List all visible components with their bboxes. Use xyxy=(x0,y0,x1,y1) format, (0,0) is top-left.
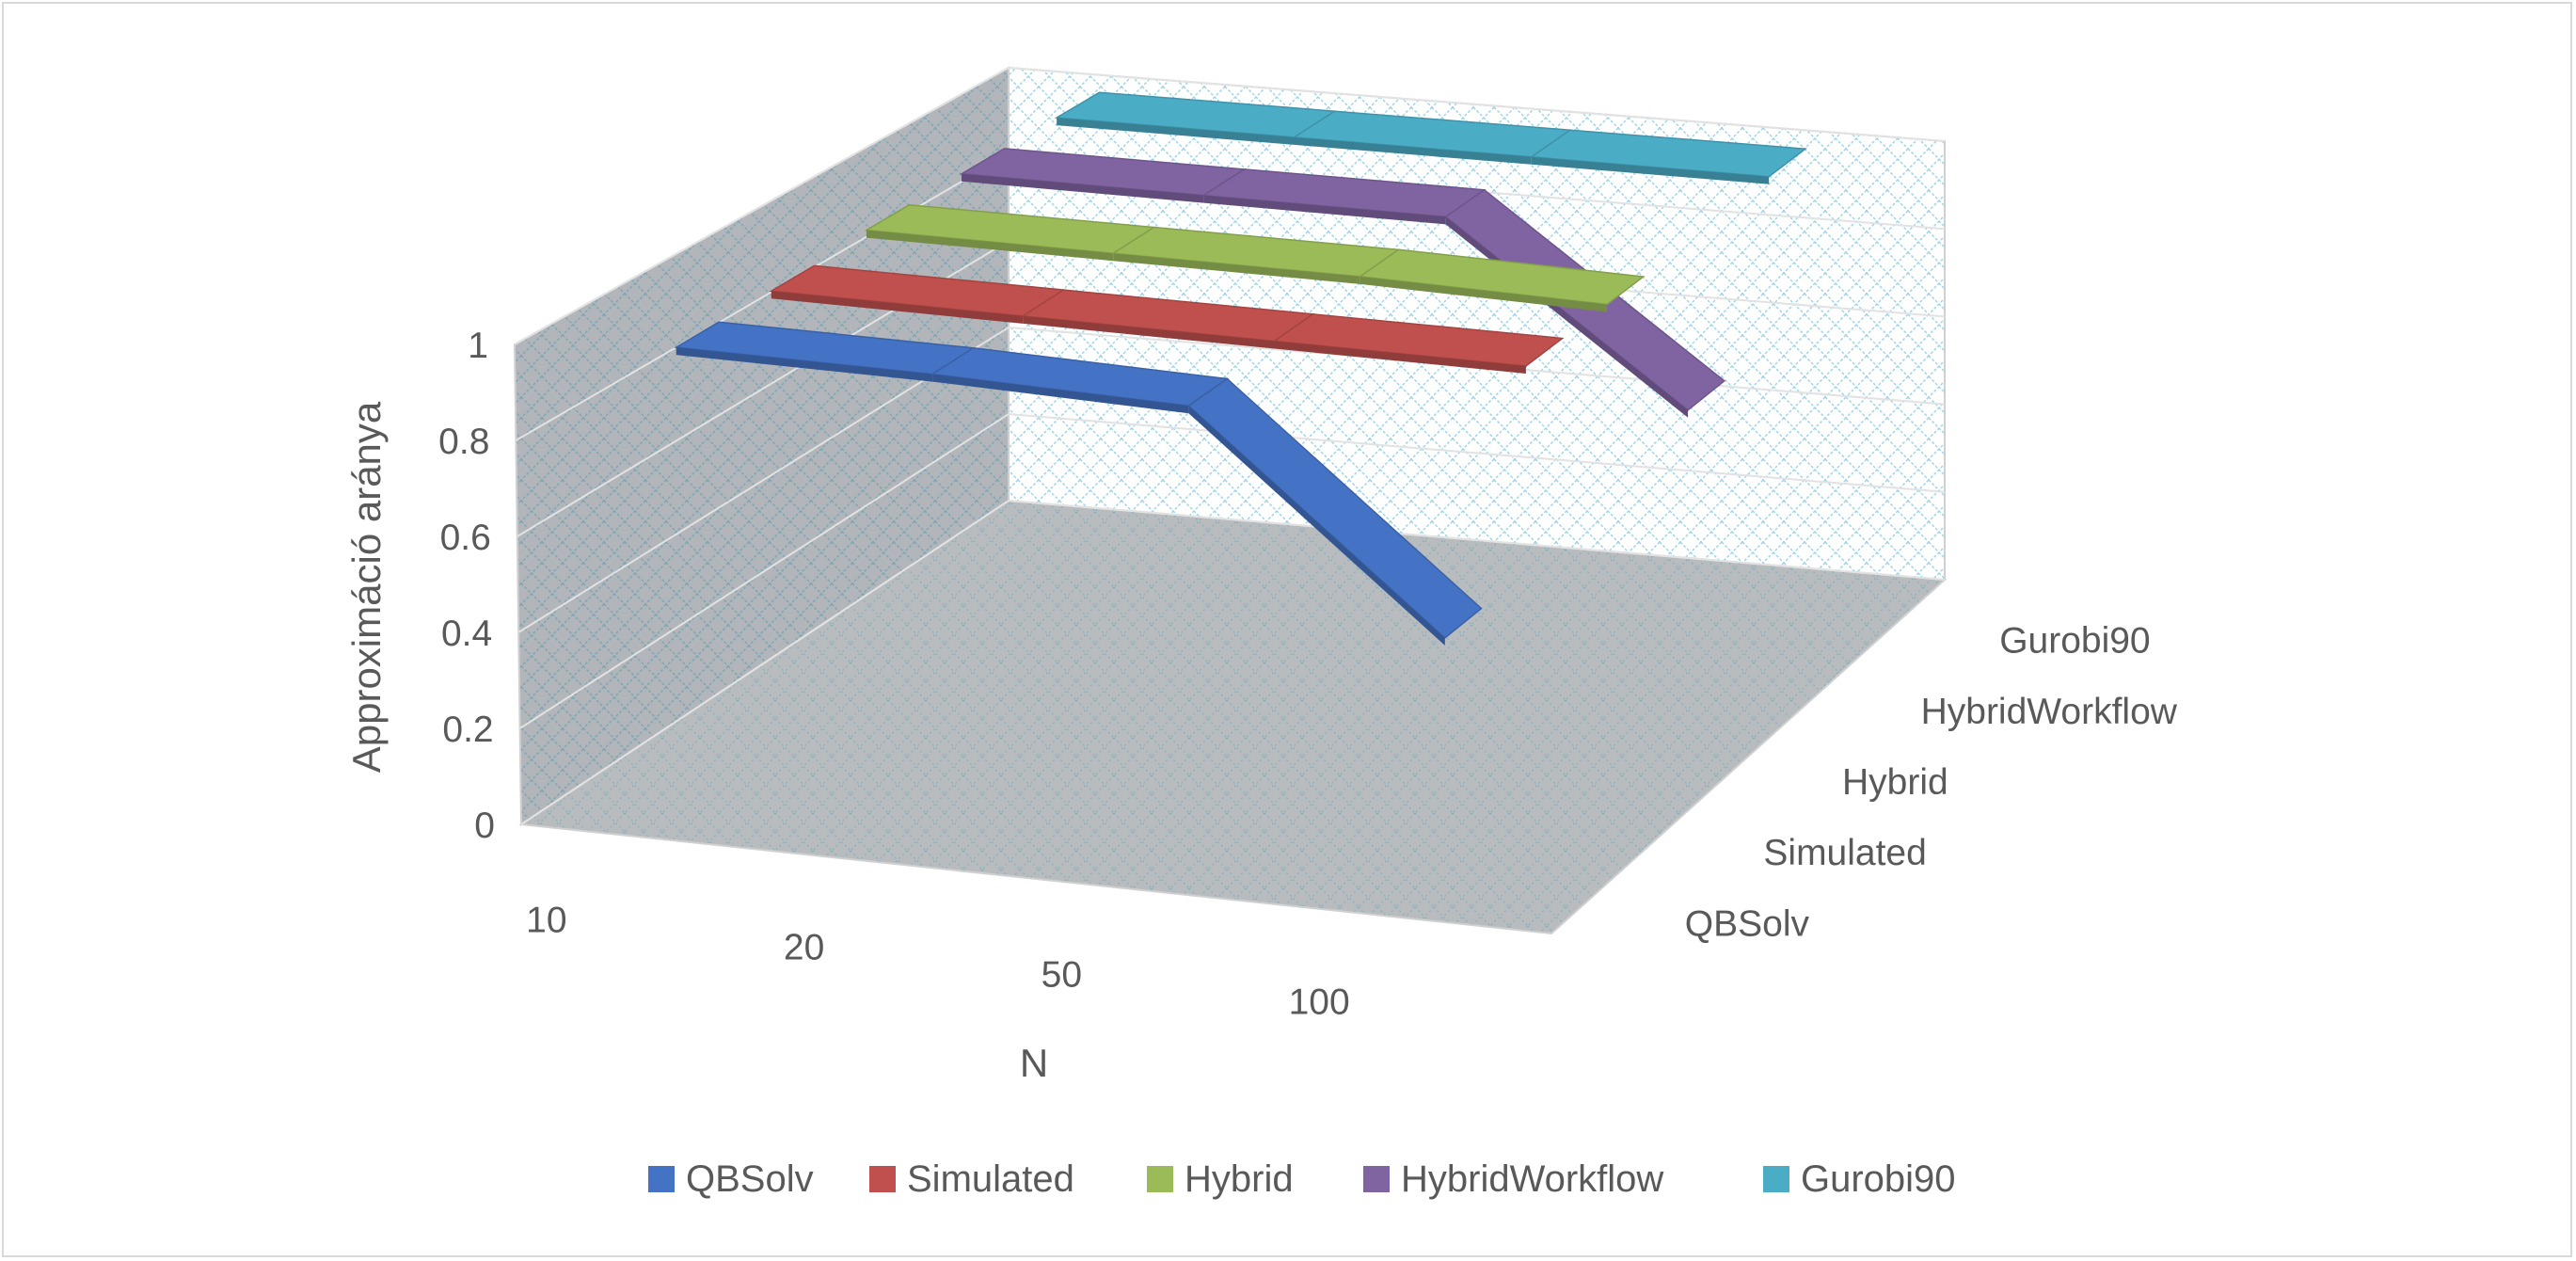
gridline xyxy=(517,326,1946,633)
series-ribbon-QBSolv xyxy=(674,321,1483,646)
y-tick-label: 0 xyxy=(474,806,495,846)
ribbon-edge xyxy=(1360,276,1607,312)
legend-swatch xyxy=(869,1166,896,1192)
legend-swatch xyxy=(1763,1166,1789,1192)
ribbon-edge xyxy=(1023,315,1275,349)
legend-label: Simulated xyxy=(907,1158,1074,1200)
legend-label: Gurobi90 xyxy=(1801,1158,1956,1200)
series-ribbon-Gurobi90 xyxy=(1054,91,1807,184)
depth-tick-label: Gurobi90 xyxy=(1999,621,2150,662)
ribbon-edge xyxy=(676,347,933,382)
legend-swatch xyxy=(648,1166,675,1192)
depth-tick-label: HybridWorkflow xyxy=(1921,692,2178,732)
ribbon-edge xyxy=(1057,118,1295,145)
gridline xyxy=(520,499,1946,825)
ribbon-edge xyxy=(932,374,1189,414)
chart-svg: 0 0.2 0.4 0.6 0.8 1 10 20 50 100 QBSolv Simulated… xyxy=(344,66,2178,1200)
ribbon-edge xyxy=(1294,136,1532,165)
y-tick-label: 0.2 xyxy=(442,710,493,750)
legend-label: QBSolv xyxy=(686,1158,814,1200)
x-tick-label: 100 xyxy=(1289,982,1350,1023)
y-tick-label: 1 xyxy=(468,326,488,366)
x-tick-label: 10 xyxy=(526,901,566,941)
y-axis-ticks: 0 0.2 0.4 0.6 0.8 1 xyxy=(438,326,495,846)
depth-axis-ticks: QBSolv Simulated Hybrid HybridWorkflow Gurob… xyxy=(1685,621,2178,945)
legend-label: HybridWorkflow xyxy=(1401,1158,1663,1200)
ribbon-edge xyxy=(771,291,1024,324)
series-ribbons xyxy=(674,91,1807,646)
ribbon-edge xyxy=(866,230,1114,262)
depth-tick-label: Simulated xyxy=(1763,833,1926,873)
depth-tick-label: QBSolv xyxy=(1685,903,1810,944)
x-axis-title: N xyxy=(1020,1041,1048,1085)
ribbon-edge xyxy=(1188,406,1445,646)
series-ribbon-Hybrid xyxy=(864,203,1646,312)
ribbon-edge xyxy=(1113,253,1360,284)
y-tick-label: 0.8 xyxy=(438,422,489,462)
y-tick-label: 0.6 xyxy=(440,518,491,558)
x-tick-label: 50 xyxy=(1042,955,1082,996)
legend-swatch xyxy=(1363,1166,1390,1192)
legend: QBSolv Simulated Hybrid HybridWorkflow Gurob… xyxy=(648,1158,1956,1200)
legend-label: Hybrid xyxy=(1185,1158,1294,1200)
ribbon-edge xyxy=(1203,195,1446,225)
ribbon-edge xyxy=(962,173,1204,203)
x-axis-ticks: 10 20 50 100 xyxy=(526,901,1349,1023)
ribbon-edge xyxy=(1274,341,1526,374)
depth-tick-label: Hybrid xyxy=(1842,762,1948,803)
y-axis-title: Approximáció aránya xyxy=(344,401,389,773)
x-tick-label: 20 xyxy=(784,928,824,968)
gridline xyxy=(519,412,1946,729)
y-tick-label: 0.4 xyxy=(441,614,492,654)
ribbon-edge xyxy=(1531,156,1770,184)
legend-swatch xyxy=(1147,1166,1173,1192)
series-ribbon-Simulated xyxy=(769,264,1565,374)
gridline xyxy=(514,66,1946,345)
